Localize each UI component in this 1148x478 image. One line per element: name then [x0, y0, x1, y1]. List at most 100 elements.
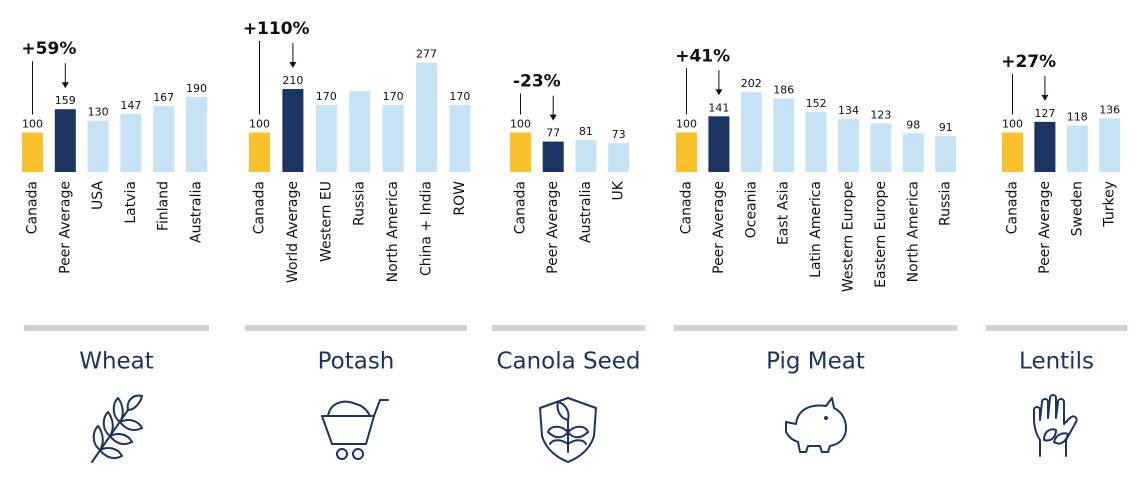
- x-tick-label: Russia: [352, 181, 368, 226]
- value-label: 202: [741, 77, 762, 90]
- x-tick-label: Latin America: [808, 181, 824, 278]
- x-tick-label: Canada: [679, 181, 695, 234]
- bar: [902, 133, 924, 172]
- separator: [492, 325, 645, 331]
- annotation: +59%: [21, 39, 76, 59]
- x-tick-label: Western Europe: [841, 181, 857, 292]
- x-tick-label: Canada: [513, 181, 529, 234]
- value-label: 170: [316, 90, 337, 103]
- lentils-icon: [1033, 394, 1078, 457]
- panel-title: Pig Meat: [766, 349, 865, 375]
- annotation: +27%: [1001, 52, 1056, 72]
- bar: [740, 92, 762, 172]
- bar: [542, 141, 564, 172]
- arrow-head: [61, 82, 69, 89]
- value-label: 123: [870, 108, 891, 121]
- arrow-head: [549, 114, 557, 121]
- annotation: +110%: [243, 19, 310, 39]
- bar: [186, 96, 207, 172]
- value-label: 100: [1002, 118, 1023, 131]
- bar: [1066, 125, 1088, 172]
- bar: [838, 119, 859, 172]
- value-label: 170: [383, 90, 404, 103]
- value-label: 277: [416, 48, 437, 61]
- panel-title: Lentils: [1019, 349, 1094, 375]
- x-tick-label: Oceania: [743, 181, 759, 238]
- annotation: +41%: [675, 46, 730, 66]
- x-tick-label: Peer Average: [57, 181, 73, 274]
- bar: [416, 62, 437, 172]
- wheat-icon: [91, 394, 143, 463]
- bar: [1099, 118, 1121, 172]
- bar: [1034, 121, 1056, 172]
- bar: [870, 123, 892, 172]
- x-tick-label: Eastern Europe: [873, 181, 889, 288]
- x-tick-label: Australia: [578, 181, 594, 243]
- value-label: 170: [449, 90, 470, 103]
- value-label: 73: [612, 128, 626, 141]
- x-tick-label: Finland: [156, 181, 172, 231]
- bar: [773, 98, 795, 172]
- bar: [449, 104, 471, 172]
- x-tick-label: North America: [385, 181, 401, 282]
- separator: [674, 325, 957, 331]
- panel-title: Canola Seed: [496, 349, 640, 375]
- value-label: 118: [1067, 110, 1088, 123]
- bar: [349, 91, 371, 172]
- value-label: 147: [120, 99, 141, 112]
- separator: [24, 325, 209, 331]
- x-tick-label: USA: [90, 181, 106, 210]
- value-label: 98: [906, 118, 920, 131]
- bar: [608, 143, 630, 172]
- x-tick-label: Western EU: [318, 181, 334, 262]
- value-label: 77: [546, 127, 560, 140]
- bar: [153, 106, 175, 172]
- arrow-head: [1041, 94, 1049, 101]
- value-label: 190: [186, 82, 207, 95]
- x-tick-label: Turkey: [1102, 181, 1118, 228]
- potash-icon: [321, 399, 389, 460]
- bar: [87, 120, 109, 172]
- bar: [1002, 132, 1023, 172]
- value-label: 210: [282, 74, 303, 87]
- bar: [282, 89, 304, 172]
- bar: [249, 132, 270, 172]
- x-tick-label: Latvia: [123, 181, 139, 224]
- value-label: 136: [1099, 103, 1120, 116]
- x-tick-label: Canada: [25, 181, 41, 234]
- value-label: 81: [579, 125, 593, 138]
- arrow-head: [715, 89, 723, 96]
- bar: [315, 104, 337, 172]
- value-label: 127: [1034, 107, 1055, 120]
- value-label: 100: [249, 118, 270, 131]
- x-tick-label: Canada: [1005, 181, 1021, 234]
- bar: [935, 136, 957, 172]
- x-tick-label: World Average: [285, 181, 301, 283]
- value-label: 100: [22, 118, 43, 131]
- bar: [676, 132, 697, 172]
- value-label: 91: [939, 121, 953, 134]
- value-label: 100: [510, 118, 531, 131]
- x-tick-label: Peer Average: [711, 181, 727, 274]
- separator: [245, 325, 467, 331]
- value-label: 159: [55, 94, 76, 107]
- bar: [510, 132, 531, 172]
- bar: [805, 111, 827, 172]
- value-label: 134: [838, 104, 859, 117]
- bar: [22, 132, 43, 172]
- value-label: 186: [773, 84, 794, 97]
- value-label: 100: [676, 118, 697, 131]
- panel-title: Wheat: [79, 349, 154, 375]
- bar: [382, 104, 404, 172]
- x-tick-label: East Asia: [776, 181, 792, 245]
- arrow-head: [289, 62, 297, 69]
- x-tick-label: Russia: [938, 181, 954, 226]
- panel-title: Potash: [318, 349, 395, 375]
- bar: [54, 109, 76, 172]
- bar: [120, 113, 142, 172]
- bar: [708, 116, 730, 172]
- separator: [986, 325, 1127, 331]
- value-label: 152: [806, 97, 827, 110]
- x-tick-label: ROW: [452, 181, 468, 216]
